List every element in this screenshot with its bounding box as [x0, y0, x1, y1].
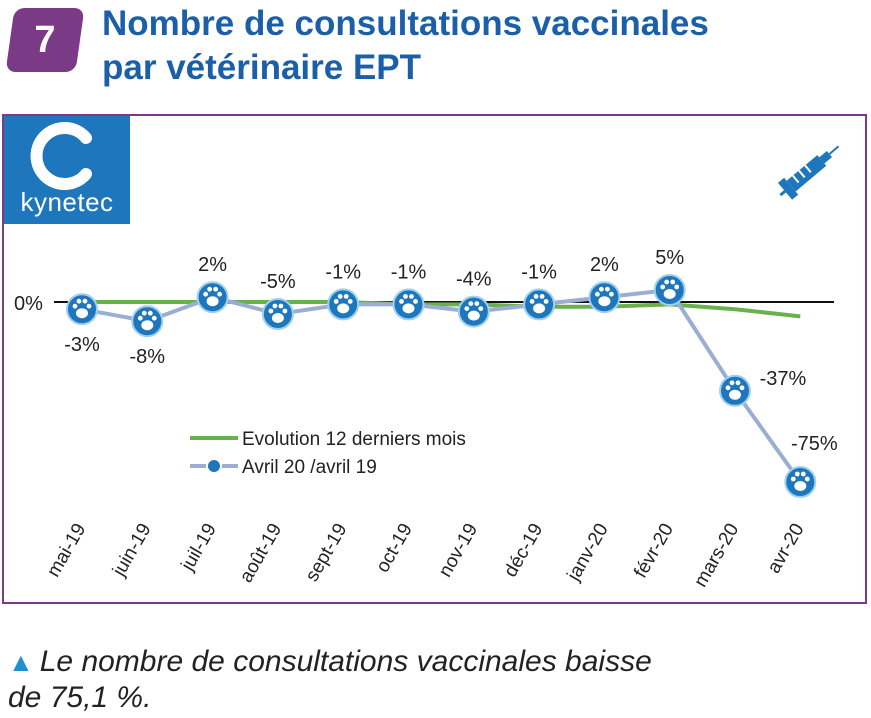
syringe-icon: [777, 145, 840, 200]
paw-marker-icon: [457, 295, 490, 328]
data-label: -8%: [130, 346, 166, 368]
caption: ▲ Le nombre de consultations vaccinales b…: [8, 644, 808, 716]
paw-marker-icon: [131, 305, 164, 338]
chart-title: Nombre de consultations vaccinales par v…: [102, 2, 822, 90]
x-tick-label: août-19: [236, 520, 286, 586]
legend-paw-icon: [206, 458, 222, 474]
data-label: -37%: [760, 368, 807, 390]
x-tick-label: mars-20: [690, 520, 743, 591]
paw-marker-icon: [261, 298, 294, 330]
data-label: -1%: [521, 261, 557, 283]
zero-label: 0%: [14, 293, 43, 315]
x-tick-label: avr-20: [764, 520, 809, 577]
data-label: -5%: [260, 271, 296, 293]
kynetec-c-icon: [30, 122, 92, 190]
data-label: -1%: [325, 261, 361, 283]
data-label: 2%: [198, 254, 227, 276]
paw-marker-icon: [719, 374, 751, 407]
legend-label-avril: Avril 20 /avril 19: [242, 457, 377, 478]
title-line-2: par vétérinaire EPT: [102, 48, 422, 87]
title-line-1: Nombre de consultations vaccinales: [102, 4, 709, 43]
data-label: 2%: [590, 254, 619, 276]
legend-label-evolution: Evolution 12 derniers mois: [242, 429, 466, 450]
data-label: -75%: [791, 433, 838, 455]
paw-marker-icon: [653, 274, 686, 306]
triangle-marker-icon: ▲: [8, 647, 34, 677]
caption-line-1: Le nombre de consultations vaccinales ba…: [39, 645, 652, 678]
data-label: 5%: [655, 247, 684, 269]
paw-marker-icon: [66, 293, 98, 326]
chart-frame: [2, 114, 867, 604]
logo-wordmark: kynetec: [20, 187, 114, 217]
x-tick-label: janv-20: [563, 520, 613, 585]
data-label: -4%: [456, 269, 492, 291]
data-label: -1%: [391, 261, 427, 283]
legend: Evolution 12 derniers mois Avril 20 /avr…: [190, 429, 466, 478]
x-tick-label: févr-20: [630, 520, 678, 582]
paw-marker-icon: [784, 466, 817, 498]
series-line-avril: [81, 287, 802, 484]
data-label: -3%: [64, 334, 100, 356]
paw-marker-icon: [523, 288, 556, 321]
kynetec-logo: kynetec: [4, 116, 130, 224]
x-tick-label: oct-19: [372, 520, 417, 576]
x-tick-label: sept-19: [302, 520, 352, 585]
x-tick-label: mai-19: [43, 520, 90, 581]
x-tick-label: juil-19: [177, 520, 221, 575]
x-tick-label: déc-19: [500, 520, 547, 581]
paw-marker-icon: [327, 288, 360, 321]
paw-marker-icon: [392, 288, 425, 321]
caption-line-2: de 75,1 %.: [8, 681, 152, 714]
x-tick-label: nov-19: [435, 520, 482, 581]
paw-marker-icon: [196, 281, 229, 314]
paw-marker-icon: [588, 281, 621, 314]
x-tick-label: juin-19: [108, 520, 155, 581]
